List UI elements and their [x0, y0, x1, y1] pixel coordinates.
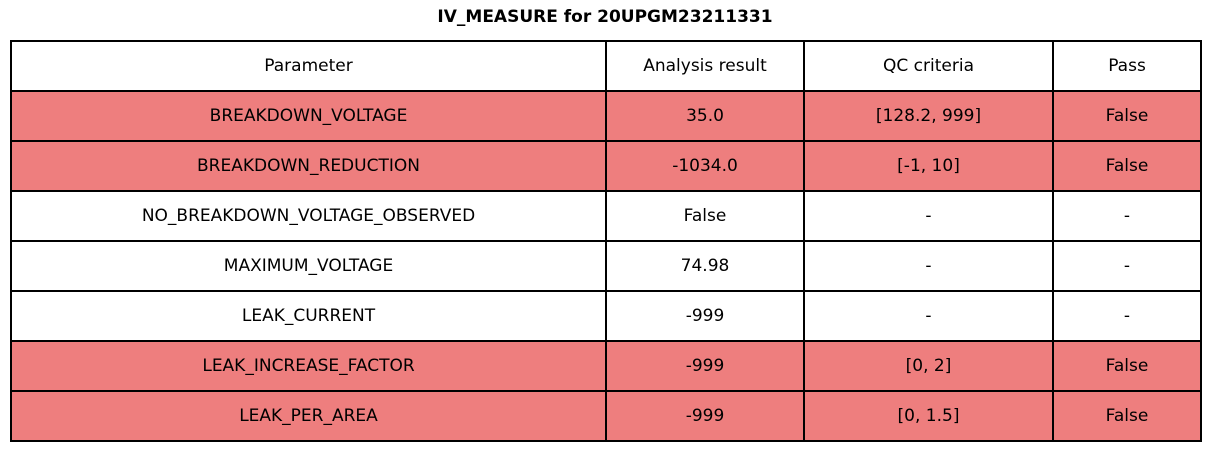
cell-qc-criteria: -	[803, 190, 1054, 242]
cell-pass: False	[1052, 340, 1202, 392]
table-row: NO_BREAKDOWN_VOLTAGE_OBSERVED False - -	[10, 190, 1202, 242]
cell-parameter: LEAK_INCREASE_FACTOR	[10, 340, 607, 392]
cell-parameter: BREAKDOWN_VOLTAGE	[10, 90, 607, 142]
cell-qc-criteria: [-1, 10]	[803, 140, 1054, 192]
cell-parameter: LEAK_PER_AREA	[10, 390, 607, 442]
column-header-analysis-result: Analysis result	[605, 40, 805, 92]
qc-results-table: Parameter Analysis result QC criteria Pa…	[10, 40, 1202, 442]
column-header-qc-criteria: QC criteria	[803, 40, 1054, 92]
cell-analysis-result: -999	[605, 390, 805, 442]
cell-parameter: MAXIMUM_VOLTAGE	[10, 240, 607, 292]
cell-analysis-result: -999	[605, 340, 805, 392]
cell-qc-criteria: [0, 2]	[803, 340, 1054, 392]
cell-analysis-result: 74.98	[605, 240, 805, 292]
cell-qc-criteria: -	[803, 290, 1054, 342]
table-row: LEAK_INCREASE_FACTOR -999 [0, 2] False	[10, 340, 1202, 392]
cell-parameter: NO_BREAKDOWN_VOLTAGE_OBSERVED	[10, 190, 607, 242]
table-row: BREAKDOWN_VOLTAGE 35.0 [128.2, 999] Fals…	[10, 90, 1202, 142]
cell-qc-criteria: [128.2, 999]	[803, 90, 1054, 142]
cell-pass: False	[1052, 390, 1202, 442]
table-row: BREAKDOWN_REDUCTION -1034.0 [-1, 10] Fal…	[10, 140, 1202, 192]
page-title: IV_MEASURE for 20UPGM23211331	[437, 7, 773, 27]
table-row: LEAK_PER_AREA -999 [0, 1.5] False	[10, 390, 1202, 442]
cell-pass: False	[1052, 90, 1202, 142]
cell-pass: -	[1052, 240, 1202, 292]
cell-parameter: BREAKDOWN_REDUCTION	[10, 140, 607, 192]
table-header-row: Parameter Analysis result QC criteria Pa…	[10, 40, 1202, 92]
cell-analysis-result: False	[605, 190, 805, 242]
cell-analysis-result: -1034.0	[605, 140, 805, 192]
cell-qc-criteria: [0, 1.5]	[803, 390, 1054, 442]
cell-analysis-result: 35.0	[605, 90, 805, 142]
cell-pass: False	[1052, 140, 1202, 192]
cell-parameter: LEAK_CURRENT	[10, 290, 607, 342]
table-row: MAXIMUM_VOLTAGE 74.98 - -	[10, 240, 1202, 292]
table-row: LEAK_CURRENT -999 - -	[10, 290, 1202, 342]
cell-pass: -	[1052, 190, 1202, 242]
cell-analysis-result: -999	[605, 290, 805, 342]
column-header-pass: Pass	[1052, 40, 1202, 92]
column-header-parameter: Parameter	[10, 40, 607, 92]
cell-pass: -	[1052, 290, 1202, 342]
cell-qc-criteria: -	[803, 240, 1054, 292]
